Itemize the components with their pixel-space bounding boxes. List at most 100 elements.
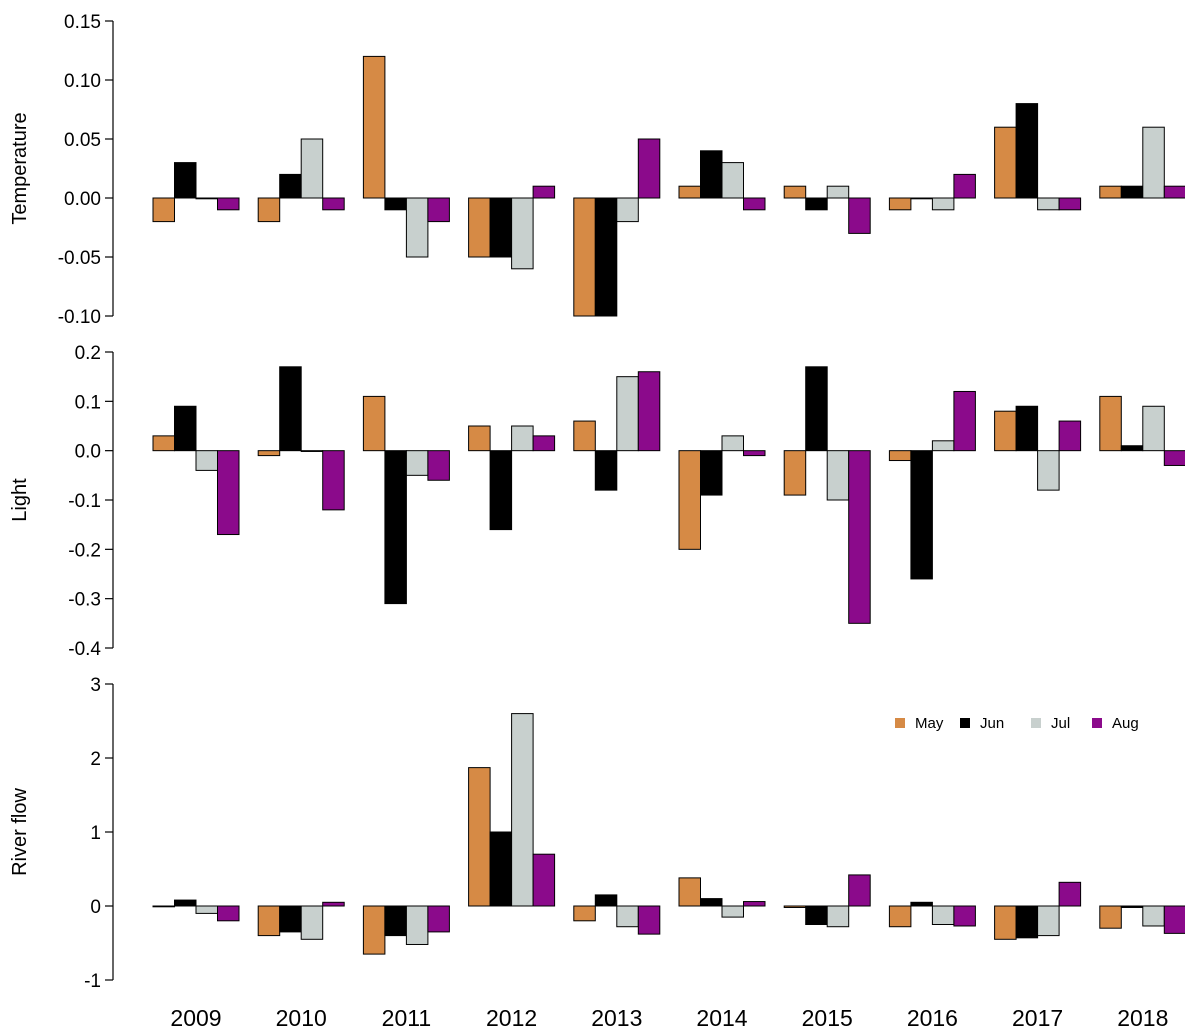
river-flow-bar-2015-aug	[848, 874, 871, 907]
river-flow-y-tick-label: 0	[90, 897, 101, 918]
legend-label-aug: Aug	[1112, 715, 1139, 732]
river-flow-bar-2009-may	[152, 905, 175, 908]
river-flow-bar-2017-jul	[1037, 905, 1060, 937]
temperature-bar-2012-may	[468, 197, 491, 258]
light-y-tick-label: 0.2	[75, 343, 101, 364]
light-bar-2014-jul	[721, 435, 744, 452]
river-flow-bar-2016-jul	[931, 905, 955, 925]
temperature-bar-2012-jun	[489, 197, 513, 258]
light-bar-2018-jul	[1142, 405, 1165, 452]
light-bar-2016-aug	[953, 390, 976, 452]
river-flow-y-tick-label: 3	[90, 675, 101, 696]
river-flow-bar-2018-jul	[1142, 905, 1165, 927]
temperature-bar-2018-may	[1099, 185, 1122, 199]
x-category-label-2018: 2018	[1117, 1005, 1168, 1030]
light-bar-2011-jul	[405, 450, 429, 476]
temperature-bar-2011-jun	[384, 197, 407, 211]
river-flow-bar-2013-may	[573, 905, 596, 922]
temperature-y-tick-label: 0.10	[64, 71, 101, 92]
river-flow-bar-2018-aug	[1163, 905, 1185, 934]
temperature-y-tick-label: 0.05	[64, 130, 101, 151]
x-axis-category-labels: 2009 2010 2011 2012 2013 2014 2015 2016 2017 2018	[170, 1005, 1168, 1030]
temperature-bar-2011-aug	[427, 197, 450, 223]
x-category-label-2015: 2015	[802, 1005, 853, 1030]
temperature-y-tick-label: 0.00	[64, 189, 101, 210]
river-flow-bar-2014-aug	[743, 901, 766, 907]
river-flow-bar-2011-aug	[427, 905, 450, 933]
light-bar-2010-jul	[300, 450, 324, 452]
light-bar-2011-may	[362, 395, 386, 452]
river-flow-bar-2009-jul	[195, 905, 218, 914]
temperature-bar-2014-jul	[721, 162, 744, 199]
river-flow-bar-2013-jun	[594, 894, 618, 907]
x-category-label-2014: 2014	[696, 1005, 747, 1030]
temperature-panel: -0.10 -0.05 0.00 0.05 0.10 0.15 Temperature	[9, 12, 1185, 328]
river-flow-y-tick-label: 2	[90, 749, 101, 770]
light-bar-2013-jun	[594, 450, 618, 491]
river-flow-bar-2017-jun	[1015, 905, 1039, 939]
legend-swatch-aug	[1092, 718, 1102, 728]
temperature-bar-2016-may	[888, 197, 912, 211]
river-flow-bar-2015-jul	[826, 905, 850, 928]
temperature-bar-2015-aug	[848, 197, 871, 234]
x-category-label-2016: 2016	[907, 1005, 958, 1030]
legend-swatch-jun	[960, 718, 970, 728]
temperature-bar-2012-jul	[511, 197, 534, 270]
light-bar-2017-may	[994, 410, 1017, 452]
temperature-bar-2013-jun	[594, 197, 618, 317]
river-flow-bar-2017-may	[994, 905, 1017, 940]
light-bar-2015-may	[783, 450, 807, 496]
light-bar-2016-jun	[910, 450, 933, 580]
x-category-label-2012: 2012	[486, 1005, 537, 1030]
light-bar-2011-jun	[384, 450, 407, 605]
light-panel: -0.4 -0.3 -0.2 -0.1 0.0 0.1 0.2 Light	[9, 343, 1185, 660]
x-category-label-2011: 2011	[382, 1005, 431, 1030]
river-flow-bar-2016-aug	[953, 905, 976, 927]
light-bar-2014-aug	[743, 450, 766, 457]
light-bar-2010-aug	[322, 450, 345, 511]
river-flow-bar-2009-jun	[174, 899, 197, 907]
river-flow-bar-2012-jun	[489, 831, 513, 907]
river-flow-bar-2014-jun	[700, 898, 723, 907]
x-category-label-2010: 2010	[276, 1005, 327, 1030]
temperature-bar-2009-jun	[174, 162, 197, 199]
light-bar-2013-may	[573, 420, 596, 452]
light-bar-2009-may	[152, 435, 175, 452]
temperature-bar-2013-aug	[637, 138, 661, 199]
temperature-bar-2014-aug	[743, 197, 766, 211]
temperature-bar-2016-jul	[931, 197, 955, 211]
river-flow-bar-2018-may	[1099, 905, 1122, 929]
light-bar-2017-jul	[1037, 450, 1060, 491]
river-flow-bar-2013-aug	[637, 905, 661, 935]
river-flow-y-tick-label: -1	[84, 971, 101, 992]
temperature-bar-2011-may	[362, 55, 386, 199]
temperature-bar-2018-jul	[1142, 126, 1165, 199]
temperature-bar-2015-jun	[805, 197, 828, 211]
temperature-y-tick-label: -0.05	[58, 248, 101, 269]
light-bar-2013-jul	[616, 376, 639, 452]
temperature-bar-2018-aug	[1163, 185, 1185, 199]
legend-swatch-may	[895, 718, 905, 728]
temperature-bar-2009-aug	[217, 197, 240, 211]
river-flow-bar-2012-aug	[532, 853, 556, 907]
legend-label-jun: Jun	[980, 715, 1004, 732]
temperature-bar-2017-jul	[1037, 197, 1060, 211]
temperature-bar-2015-jul	[826, 185, 850, 199]
temperature-bar-2010-may	[257, 197, 281, 223]
light-bar-2013-aug	[637, 371, 661, 452]
light-bar-2011-aug	[427, 450, 450, 481]
light-bar-2009-jul	[195, 450, 218, 471]
temperature-bar-2009-jul	[195, 197, 218, 200]
light-bar-2018-may	[1099, 395, 1122, 452]
temperature-bar-2016-jun	[910, 197, 933, 200]
legend-swatch-jul	[1031, 718, 1041, 728]
temperature-bar-2009-may	[152, 197, 175, 223]
river-flow-y-axis-title: River flow	[9, 788, 31, 876]
river-flow-bar-2015-may	[783, 905, 807, 908]
light-bar-2014-jun	[700, 450, 723, 496]
river-flow-bar-2012-may	[468, 767, 491, 907]
river-flow-bar-2016-jun	[910, 901, 933, 907]
light-bar-2012-may	[468, 425, 491, 452]
river-flow-bar-2014-may	[678, 877, 701, 907]
